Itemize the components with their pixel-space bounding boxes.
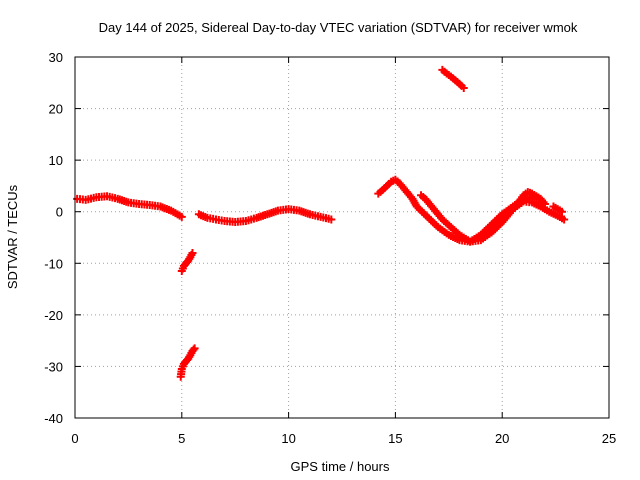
data-point-fill (189, 345, 198, 354)
series-track-1 (73, 192, 186, 221)
data-point-fill (249, 214, 258, 223)
data-points (73, 65, 569, 381)
x-tick-label: 15 (388, 431, 402, 446)
data-point-fill (111, 194, 120, 203)
x-tick-label: 20 (495, 431, 509, 446)
data-point-fill (209, 214, 218, 223)
data-point-fill (376, 187, 385, 196)
x-tick-label: 5 (178, 431, 185, 446)
series-track-8 (549, 202, 567, 216)
data-point-fill (384, 179, 393, 188)
data-point-fill (539, 198, 548, 207)
data-point-fill (525, 188, 534, 197)
data-point-fill (313, 212, 322, 221)
data-point-fill (440, 67, 449, 76)
data-point-fill (551, 210, 560, 219)
plot-frame (74, 56, 610, 419)
series-track-7 (487, 188, 549, 237)
data-point (190, 344, 199, 353)
y-axis-label: SDTVAR / TECUs (5, 184, 20, 289)
data-point-fill (449, 74, 458, 83)
x-axis-label: GPS time / hours (291, 459, 390, 474)
y-tick-label: -20 (44, 308, 63, 323)
data-point-fill (555, 206, 564, 215)
tick-labels: 0 5 10 15 20 25 -40 -30 -20 -10 0 10 20 30 (44, 50, 616, 446)
x-tick-label: 0 (71, 431, 78, 446)
x-tick-label: 25 (602, 431, 616, 446)
axis-ticks (74, 56, 610, 419)
data-point-fill (543, 206, 552, 215)
data-point-fill (292, 206, 301, 215)
x-tick-label: 10 (281, 431, 295, 446)
y-tick-label: -30 (44, 359, 63, 374)
data-point-fill (453, 78, 462, 87)
data-point-fill (534, 201, 543, 210)
data-point-fill (239, 217, 248, 226)
data-point-fill (271, 207, 280, 216)
data-point-fill (153, 202, 162, 211)
data-point-fill (525, 198, 534, 207)
data-point-fill (444, 71, 453, 80)
y-tick-label: 30 (49, 50, 63, 65)
data-point-fill (551, 203, 560, 212)
chart-title: Day 144 of 2025, Sidereal Day-to-day VTE… (99, 20, 578, 35)
y-tick-label: 10 (49, 153, 63, 168)
data-point-fill (261, 211, 270, 220)
y-tick-label: 20 (49, 102, 63, 117)
data-point-fill (530, 190, 539, 199)
data-point-fill (201, 213, 210, 221)
series-track-9 (438, 65, 468, 92)
data-point-fill (303, 209, 312, 218)
data-point-fill (122, 197, 131, 206)
y-tick-label: 0 (56, 205, 63, 220)
data-point-fill (442, 229, 451, 238)
data-point-fill (187, 251, 196, 260)
data-point-fill (380, 183, 389, 192)
series-track-2 (177, 248, 197, 276)
data-point-fill (164, 205, 173, 214)
y-tick-label: -10 (44, 256, 63, 271)
data-point-fill (175, 211, 184, 220)
y-tick-label: -40 (44, 411, 63, 426)
data-point-fill (474, 236, 483, 245)
data-point-fill (324, 214, 333, 223)
data-point-fill (177, 367, 186, 376)
data-point-fill (457, 81, 466, 90)
series-track-3 (176, 344, 199, 381)
series-track-4 (194, 205, 336, 227)
